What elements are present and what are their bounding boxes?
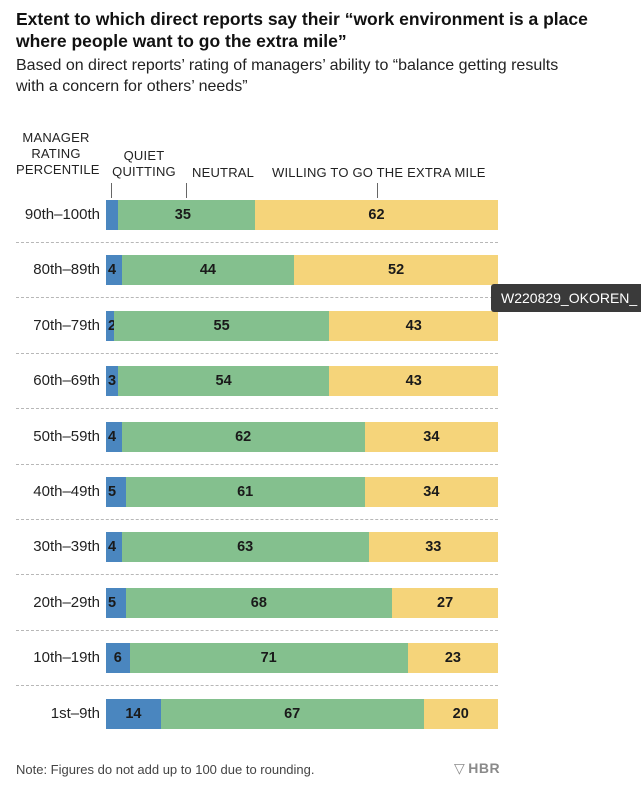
row-divider [16,352,498,354]
bar-value-label: 55 [213,317,230,334]
bar-value-label: 63 [237,539,254,556]
bar-segment-willing-to-go-the-extra-mile [294,255,498,286]
bar-segment-quiet-quitting [106,366,118,397]
bar-segment-neutral [125,477,365,507]
legend-tick-quiet [111,183,112,198]
bar-value-label: 5 [108,484,117,500]
bar-segment-willing-to-go-the-extra-mile [254,200,498,230]
bar-value-label: 44 [199,262,216,279]
bar-value-label: 62 [368,207,385,223]
row-label: 10th–19th [33,649,100,667]
bar-segment-neutral [117,366,330,397]
bar-segment-willing-to-go-the-extra-mile [407,643,498,674]
bar-segment-quiet-quitting [106,643,130,674]
bar-segment-quiet-quitting [106,587,126,618]
bar-value-label: 62 [235,428,252,445]
bar-value-label: 35 [174,207,191,223]
bar-segment-willing-to-go-the-extra-mile [364,421,498,452]
bar-segment-willing-to-go-the-extra-mile [364,477,498,507]
row-label: 70th–79th [33,316,100,334]
row-divider [16,519,498,520]
row-divider [16,408,498,410]
legend-neutral: NEUTRAL [192,165,255,180]
row-divider [16,463,498,465]
image-id-tooltip: W220829_OKOREN_ [491,284,641,312]
brand-label: HBR [468,760,501,776]
bar-value-label: 6 [113,650,122,667]
bar-segment-quiet-quitting [106,532,122,563]
row-label: 20th–29th [33,593,100,611]
legend-quiet-quitting: QUIET QUITTING [112,148,176,179]
bar-value-label: 61 [237,484,254,500]
bar-value-label: 4 [108,539,117,556]
bar-segment-neutral [117,200,255,230]
row-divider [16,685,498,687]
bar-segment-willing-to-go-the-extra-mile [423,698,498,729]
bar-value-label: 27 [437,594,454,611]
bar-segment-willing-to-go-the-extra-mile [329,366,498,397]
bar-segment-neutral [113,310,330,341]
row-label: 40th–49th [33,483,100,500]
bar-segment-neutral [121,255,295,286]
row-label: 30th–39th [33,538,100,556]
bar-value-label: 4 [108,262,117,279]
row-label: 80th–89th [33,261,100,279]
bar-segment-quiet-quitting [106,698,161,729]
row-label: 1st–9th [50,704,100,722]
chart-title: Extent to which direct reports say their… [16,9,588,51]
bar-segment-willing-to-go-the-extra-mile [392,587,498,618]
bar-segment-neutral [160,698,424,729]
bar-segment-neutral [129,643,408,674]
row-label: 60th–69th [33,372,100,390]
bar-segment-quiet-quitting [106,255,122,286]
chart-subtitle: Based on direct reports’ rating of manag… [16,57,559,95]
bar-value-label: 43 [405,373,422,390]
bar-value-label: 34 [423,484,440,500]
row-label: 50th–59th [33,427,100,445]
bar-segment-willing-to-go-the-extra-mile [368,532,498,563]
bar-value-label: 68 [250,594,267,611]
row-label: 90th–100th [24,206,100,223]
bar-segment-willing-to-go-the-extra-mile [329,310,498,341]
bar-value-label: 4 [108,428,117,445]
bar-value-label: 52 [388,262,405,279]
bar-value-label: 34 [423,428,440,445]
bar-value-label: 3 [108,373,117,390]
bar-value-label: 71 [260,650,277,667]
bar-value-label: 5 [108,594,117,611]
row-axis-header: MANAGER RATING PERCENTILE [16,130,100,177]
bar-segment-quiet-quitting [106,200,118,230]
legend-tick-neutral [186,183,187,198]
bar-value-label: 2 [108,317,117,334]
bar-value-label: 67 [284,705,301,722]
bar-value-label: 43 [405,317,422,334]
bar-value-label: 54 [215,373,232,390]
shield-icon: ▽ [454,760,466,776]
bar-segment-quiet-quitting [106,310,114,341]
legend-tick-willing [377,183,378,198]
bar-value-label: 20 [452,705,469,722]
legend-willing: WILLING TO GO THE EXTRA MILE [272,165,486,180]
row-divider [16,629,498,631]
bar-segment-quiet-quitting [106,477,126,507]
bar-segment-neutral [121,421,365,452]
row-divider [16,242,498,243]
bar-value-label: 23 [444,650,461,667]
bar-value-label: 33 [425,539,442,556]
bar-segment-neutral [125,587,393,618]
footnote: Note: Figures do not add up to 100 due t… [16,762,315,777]
bar-value-label: 14 [125,705,142,722]
row-divider [16,297,498,299]
bar-segment-quiet-quitting [106,421,122,452]
bar-segment-neutral [121,532,369,563]
hbr-logo: ▽ HBR [454,760,500,777]
row-divider [16,574,498,576]
